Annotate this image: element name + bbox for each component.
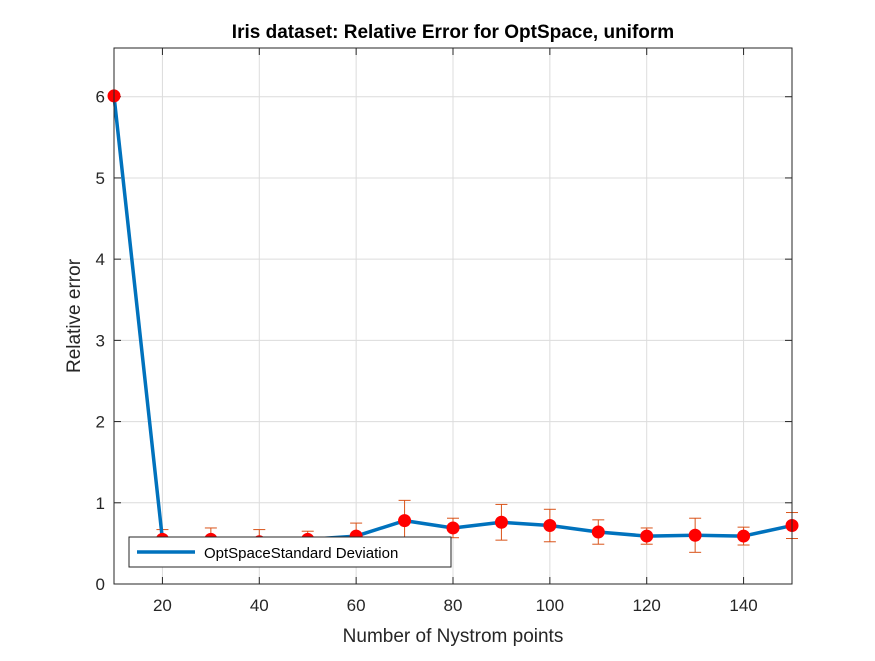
y-tick-label: 2 [96, 413, 105, 432]
data-point [591, 525, 605, 539]
y-tick-labels: 0 1 2 3 4 5 6 [96, 88, 105, 594]
y-tick-label: 3 [96, 331, 105, 350]
data-point [688, 528, 702, 542]
x-tick-label: 100 [536, 596, 564, 615]
data-point [494, 515, 508, 529]
x-axis-label: Number of Nystrom points [343, 626, 564, 647]
y-tick-label: 1 [96, 494, 105, 513]
y-tick-label: 4 [96, 250, 105, 269]
data-point [737, 529, 751, 543]
x-tick-labels: 20 40 60 80 100 120 140 [153, 596, 758, 615]
legend-entry: OptSpaceStandard Deviation [204, 545, 398, 562]
y-tick-label: 6 [96, 88, 105, 107]
y-axis-label: Relative error [64, 258, 85, 373]
plot-frame [113, 47, 793, 585]
data-point [398, 514, 412, 528]
x-tick-label: 140 [729, 596, 757, 615]
data-point [640, 529, 654, 543]
y-tick-label: 5 [96, 169, 105, 188]
x-tick-label: 40 [250, 596, 269, 615]
y-tick-label: 0 [96, 575, 105, 594]
x-tick-label: 20 [153, 596, 172, 615]
legend: OptSpaceStandard Deviation [128, 536, 452, 568]
chart-title: Iris dataset: Relative Error for OptSpac… [232, 22, 674, 43]
data-point [446, 521, 460, 535]
x-tick-label: 80 [444, 596, 463, 615]
axes-box [113, 47, 793, 585]
x-tick-label: 60 [347, 596, 366, 615]
data-point [543, 519, 557, 533]
x-tick-label: 120 [633, 596, 661, 615]
